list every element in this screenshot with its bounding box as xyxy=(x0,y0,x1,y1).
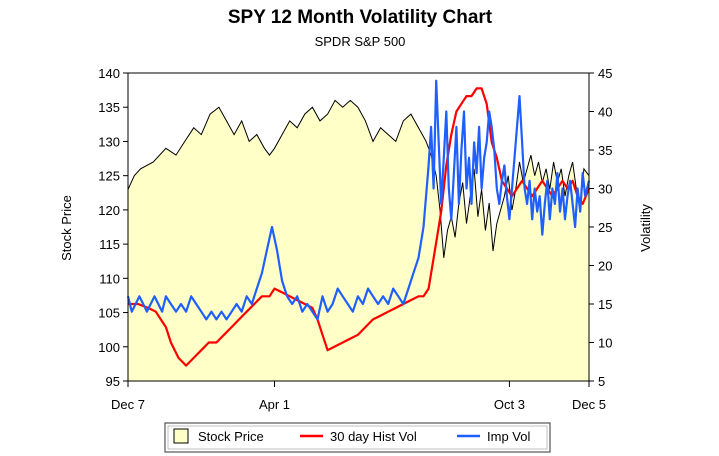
left-tick-label: 95 xyxy=(106,374,120,389)
x-tick-label: Dec 5 xyxy=(572,397,606,412)
stock-price-area xyxy=(128,100,589,382)
legend-inner-box xyxy=(167,425,548,450)
imp-vol-series-layer xyxy=(126,79,591,321)
x-tick-label: Apr 1 xyxy=(259,397,290,412)
legend-label-hist-vol: 30 day Hist Vol xyxy=(330,429,417,444)
right-tick-label: 5 xyxy=(598,374,605,389)
right-tick-label: 45 xyxy=(598,66,612,81)
y-axis-right-label: Volatility xyxy=(638,204,653,252)
left-tick-label: 100 xyxy=(98,340,120,355)
right-tick-label: 25 xyxy=(598,220,612,235)
legend-label-imp-vol: Imp Vol xyxy=(487,429,530,444)
right-tick-label: 35 xyxy=(598,143,612,158)
legend: Stock Price 30 day Hist Vol Imp Vol xyxy=(164,422,551,453)
left-tick-label: 105 xyxy=(98,306,120,321)
right-tick-label: 30 xyxy=(598,182,612,197)
legend-swatch-stock-price xyxy=(173,428,189,444)
left-tick-label: 140 xyxy=(98,66,120,81)
right-axis: 5 10 15 20 25 30 35 40 45 xyxy=(589,66,612,389)
right-tick-label: 40 xyxy=(598,105,612,120)
chart-title: SPY 12 Month Volatility Chart xyxy=(228,7,493,28)
left-tick-label: 130 xyxy=(98,134,120,149)
right-tick-label: 15 xyxy=(598,297,612,312)
price-series-layer xyxy=(127,99,590,382)
stock-price-line xyxy=(127,99,590,258)
right-tick-label: 10 xyxy=(598,336,612,351)
left-tick-label: 135 xyxy=(98,100,120,115)
chart-subtitle: SPDR S&P 500 xyxy=(315,34,406,49)
left-axis: 95 100 105 110 115 120 125 130 135 140 xyxy=(98,66,128,389)
left-tick-label: 125 xyxy=(98,169,120,184)
x-tick-label: Dec 7 xyxy=(111,397,145,412)
imp-vol-line xyxy=(126,79,591,321)
left-tick-label: 110 xyxy=(99,271,120,286)
left-tick-label: 115 xyxy=(99,237,120,252)
right-tick-label: 20 xyxy=(598,259,612,274)
x-tick-label: Oct 3 xyxy=(494,397,525,412)
x-axis: Dec 7 Apr 1 Oct 3 Dec 5 xyxy=(111,381,606,412)
legend-label-stock-price: Stock Price xyxy=(198,429,264,444)
legend-box xyxy=(164,422,551,453)
y-axis-left-label: Stock Price xyxy=(59,195,74,261)
left-tick-label: 120 xyxy=(98,203,120,218)
